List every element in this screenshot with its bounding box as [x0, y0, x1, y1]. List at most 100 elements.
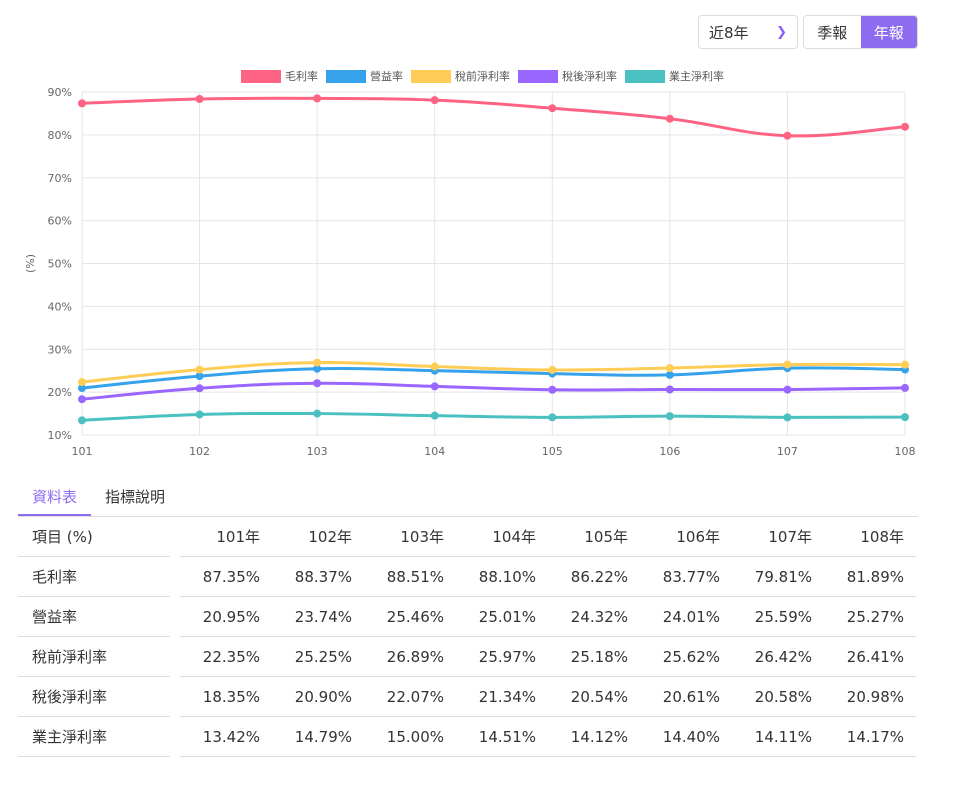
legend-item[interactable]: 毛利率: [241, 68, 318, 84]
table-cell: 14.11%: [732, 717, 824, 757]
table-cell: 20.58%: [732, 677, 824, 717]
quarterly-button[interactable]: 季報: [817, 23, 848, 42]
data-point[interactable]: [901, 360, 909, 369]
row-label: 毛利率: [18, 557, 170, 597]
table-cell: 25.01%: [456, 597, 548, 637]
data-point[interactable]: [665, 364, 674, 373]
legend-swatch: [518, 69, 558, 83]
data-point[interactable]: [430, 382, 439, 391]
data-point[interactable]: [665, 370, 674, 379]
legend-swatch: [411, 69, 451, 83]
data-point[interactable]: [78, 99, 86, 108]
data-point[interactable]: [430, 362, 439, 371]
data-point[interactable]: [313, 379, 322, 388]
annual-button[interactable]: 年報: [860, 16, 917, 48]
table-cell: 14.17%: [824, 717, 916, 757]
data-point[interactable]: [665, 412, 674, 421]
data-point[interactable]: [313, 364, 322, 373]
table-cell: 20.54%: [548, 677, 640, 717]
legend-item[interactable]: 稅前淨利率: [411, 68, 510, 84]
table-cell: 104年: [456, 517, 548, 557]
table-cell: 102年: [272, 517, 364, 557]
cell-gap: [170, 717, 180, 757]
legend-item[interactable]: 營益率: [326, 68, 403, 84]
data-point[interactable]: [783, 413, 792, 422]
data-point[interactable]: [313, 409, 322, 418]
data-point[interactable]: [195, 94, 204, 103]
legend-label: 毛利率: [285, 70, 318, 83]
legend-item[interactable]: 稅後淨利率: [518, 68, 617, 84]
data-point[interactable]: [783, 385, 792, 394]
legend-item[interactable]: 業主淨利率: [625, 68, 724, 84]
y-tick-label: 90%: [48, 86, 72, 99]
x-tick-label: 104: [424, 445, 445, 458]
table-cell: 20.61%: [640, 677, 732, 717]
row-label: 項目 (%): [18, 517, 170, 557]
table-cell: 15.00%: [364, 717, 456, 757]
table-cell: 14.40%: [640, 717, 732, 757]
table-cell: 88.51%: [364, 557, 456, 597]
x-tick-label: 105: [542, 445, 563, 458]
data-point[interactable]: [783, 131, 792, 140]
legend-swatch: [625, 69, 665, 83]
data-point[interactable]: [430, 96, 439, 105]
cell-gap: [170, 517, 180, 557]
data-point[interactable]: [901, 122, 909, 131]
data-point[interactable]: [78, 395, 86, 404]
table-cell: 13.42%: [180, 717, 272, 757]
period-toggle: 季報 年報: [803, 15, 918, 49]
data-point[interactable]: [901, 413, 909, 422]
y-tick-label: 20%: [48, 386, 72, 399]
table-cell: 20.95%: [180, 597, 272, 637]
data-point[interactable]: [78, 384, 86, 393]
table-row: 毛利率 87.35% 88.37% 88.51% 88.10% 86.22% 83.77% 7…: [18, 557, 916, 597]
data-point[interactable]: [78, 416, 86, 425]
data-point[interactable]: [195, 365, 204, 374]
row-label: 稅後淨利率: [18, 677, 170, 717]
y-tick-label: 50%: [48, 258, 72, 271]
data-point[interactable]: [313, 358, 322, 367]
data-point[interactable]: [665, 114, 674, 123]
y-tick-label: 70%: [48, 172, 72, 185]
tab-data-table[interactable]: 資料表: [18, 480, 92, 516]
table-cell: 22.07%: [364, 677, 456, 717]
cell-gap: [170, 637, 180, 677]
tab-indicator-description[interactable]: 指標說明: [105, 488, 166, 506]
data-point[interactable]: [548, 413, 557, 422]
table-cell: 14.12%: [548, 717, 640, 757]
range-select[interactable]: 近8年 ❯: [698, 15, 798, 49]
table-cell: 25.27%: [824, 597, 916, 637]
table-cell: 20.90%: [272, 677, 364, 717]
data-point[interactable]: [548, 365, 557, 374]
table-row: 稅後淨利率 18.35% 20.90% 22.07% 21.34% 20.54% 20.61…: [18, 677, 916, 717]
row-label: 營益率: [18, 597, 170, 637]
data-point[interactable]: [548, 104, 557, 113]
chevron-down-icon: ❯: [776, 24, 787, 40]
data-point[interactable]: [313, 94, 322, 103]
table-cell: 24.01%: [640, 597, 732, 637]
y-tick-label: 30%: [48, 343, 72, 356]
data-point[interactable]: [195, 384, 204, 393]
line-chart: 10% 20% 30% 40% 50% 60% 70% 80% 90% 101 102 103 104 1…: [24, 86, 916, 458]
series-line: [81, 411, 906, 422]
data-point[interactable]: [783, 360, 792, 369]
table-row: 稅前淨利率 22.35% 25.25% 26.89% 25.97% 25.18% 25.62…: [18, 637, 916, 677]
data-point[interactable]: [195, 410, 204, 419]
y-axis-label: (%): [24, 254, 37, 273]
data-point[interactable]: [430, 411, 439, 420]
table-cell: 81.89%: [824, 557, 916, 597]
table-cell: 26.41%: [824, 637, 916, 677]
data-point[interactable]: [901, 383, 909, 392]
table-cell: 21.34%: [456, 677, 548, 717]
cell-gap: [170, 557, 180, 597]
table-cell: 106年: [640, 517, 732, 557]
tabs: 資料表 指標說明: [18, 480, 918, 517]
data-point[interactable]: [78, 378, 86, 387]
x-tick-label: 106: [659, 445, 680, 458]
data-point[interactable]: [195, 372, 204, 381]
data-point[interactable]: [548, 385, 557, 394]
table-cell: 26.89%: [364, 637, 456, 677]
table-cell: 14.51%: [456, 717, 548, 757]
data-point[interactable]: [665, 385, 674, 394]
table-cell: 87.35%: [180, 557, 272, 597]
